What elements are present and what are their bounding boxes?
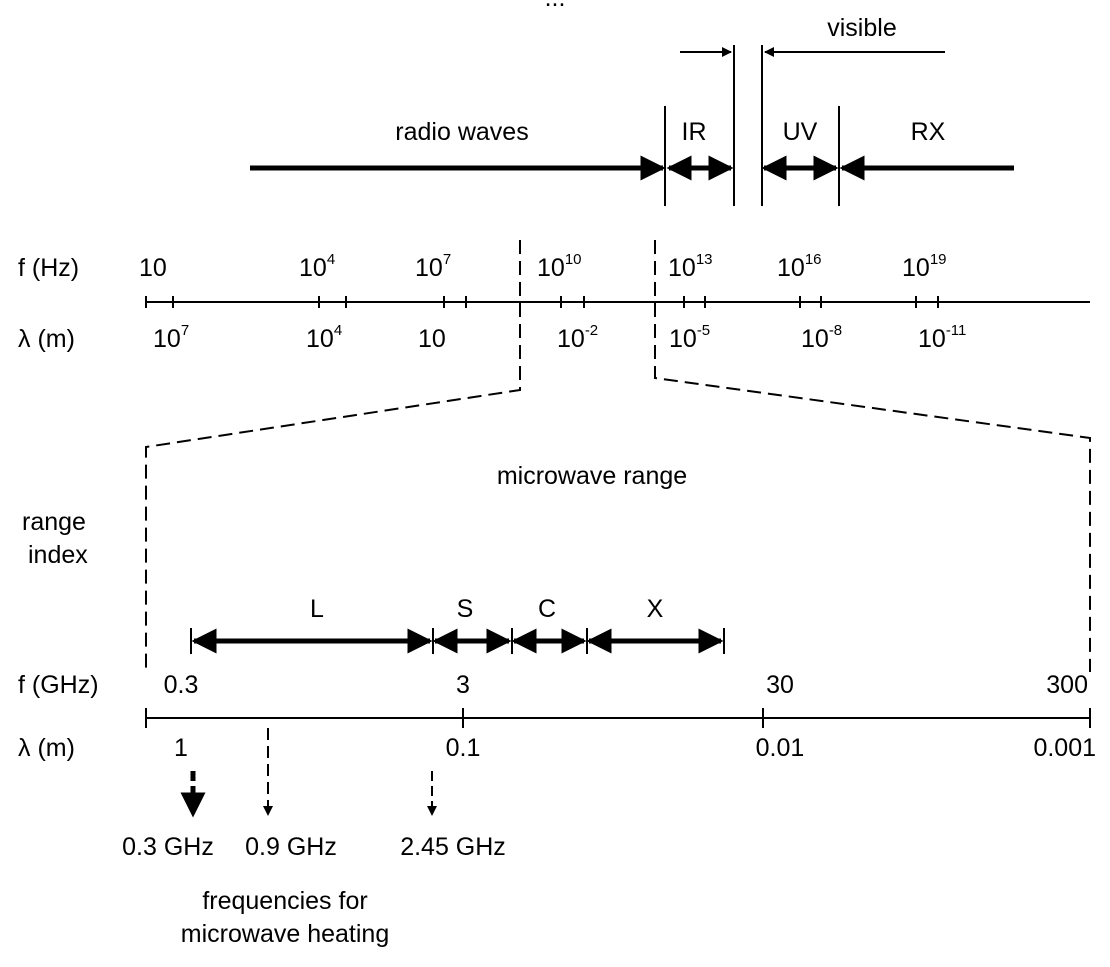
spectrum-lambda-tick-labels: 107 104 10 10-2 10-5 10-8 10-11 [153, 322, 966, 353]
microwave-f-value: 0.3 [164, 671, 199, 699]
spectrum-f-tick-label: 1010 [537, 251, 582, 282]
spectrum-lambda-tick-label: 10-5 [669, 322, 710, 353]
partial-caption: ... [545, 0, 566, 12]
microwave-f-axis-label: f (GHz) [18, 671, 99, 699]
spectrum-f-tick-label: 107 [415, 251, 451, 282]
visible-label: visible [827, 14, 896, 42]
band-c-label: C [538, 595, 556, 623]
band-x-label: X [647, 595, 664, 623]
spectrum-f-tick-label: 104 [299, 251, 335, 282]
spectrum-lambda-tick-label: 104 [306, 322, 342, 353]
spectrum-lambda-tick-label: 10 [418, 325, 446, 353]
range-index-label-line2: index [28, 541, 88, 569]
microwave-lambda-value: 0.001 [1033, 734, 1096, 762]
heating-freq-0.9: 0.9 GHz [245, 833, 337, 861]
spectrum-f-tick-label: 10 [139, 254, 167, 282]
spectrum-f-tick-label: 1013 [668, 251, 713, 282]
microwave-f-value: 3 [456, 671, 470, 699]
microwave-lambda-value: 0.1 [446, 734, 481, 762]
spectrum-f-axis-label: f (Hz) [18, 254, 79, 282]
spectrum-lambda-tick-label: 10-2 [557, 322, 598, 353]
rx-label: RX [911, 118, 946, 146]
heating-markers [180, 728, 437, 818]
heating-caption-line2: microwave heating [181, 920, 389, 948]
heating-freq-2.45: 2.45 GHz [400, 833, 506, 861]
spectrum-bands [250, 45, 1014, 206]
heating-freq-0.3: 0.3 GHz [122, 833, 214, 861]
spectrum-f-tick-label: 1016 [777, 251, 822, 282]
microwave-lambda-axis-label: λ (m) [18, 734, 75, 762]
spectrum-f-tick-label: 1019 [902, 251, 947, 282]
microwave-axis-ticks [145, 708, 1091, 728]
microwave-lambda-value: 0.01 [756, 734, 805, 762]
spectrum-lambda-axis-label: λ (m) [18, 325, 75, 353]
uv-label: UV [783, 118, 818, 146]
spectrum-axis-ticks [145, 296, 939, 308]
microwave-f-value: 300 [1046, 671, 1088, 699]
microwave-f-value: 30 [766, 671, 794, 699]
ir-label: IR [682, 118, 707, 146]
heating-caption-line1: frequencies for [202, 887, 367, 915]
radio-waves-label: radio waves [395, 118, 528, 146]
microwave-bands [190, 628, 725, 654]
band-l-label: L [310, 595, 324, 623]
spectrum-lambda-tick-label: 10-8 [801, 322, 842, 353]
zoom-connector [145, 240, 1091, 672]
microwave-range-title: microwave range [497, 462, 687, 490]
spectrum-f-tick-labels: 10 104 107 1010 1013 1016 1019 [139, 251, 947, 282]
zoom-right-dashed-line [654, 240, 1091, 672]
spectrum-lambda-tick-label: 10-11 [918, 322, 966, 353]
zoom-left-dashed-line [145, 240, 521, 672]
range-index-label-line1: range [22, 508, 86, 536]
microwave-lambda-value: 1 [174, 734, 188, 762]
spectrum-lambda-tick-label: 107 [153, 322, 189, 353]
band-s-label: S [457, 595, 474, 623]
